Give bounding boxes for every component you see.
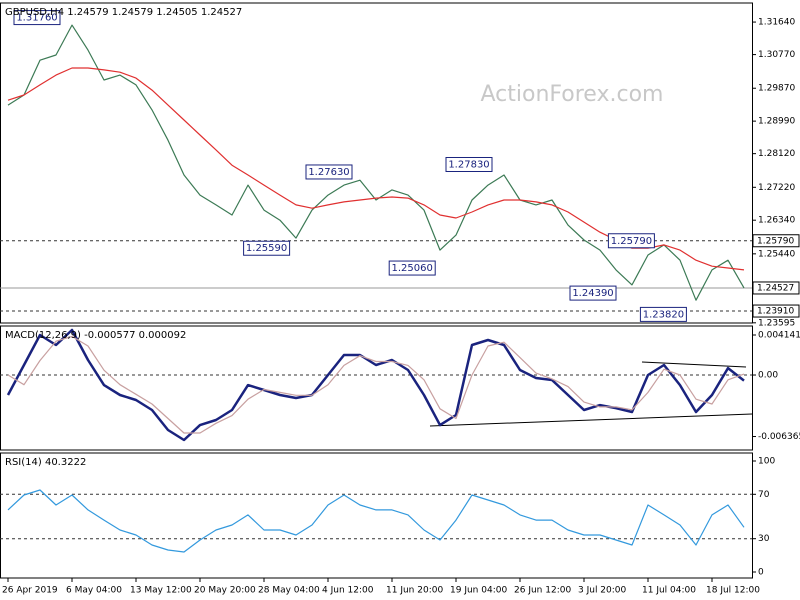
annotation-box [445,156,493,172]
y-tick-label: 1.28120 [758,149,795,159]
level-box [752,234,800,248]
level-label: 1.24527 [757,283,794,293]
x-tick-label: 26 Jun 12:00 [514,586,571,596]
x-tick-label: 3 Jul 20:00 [578,586,627,596]
annotation-box [388,260,436,276]
y-tick-label: -0.006365 [758,432,800,442]
level-label: 1.25790 [757,236,794,246]
level-box [752,281,800,295]
annotation-label: 1.27630 [308,167,349,178]
panel-frame [0,2,753,324]
macd-trendline [641,361,747,368]
y-tick-label: 1.23595 [758,318,795,328]
y-tick-label: 1.27220 [758,183,795,193]
series-line [7,335,745,434]
x-tick-label: 11 Jul 04:00 [642,586,696,596]
annotation-label: 1.25790 [611,236,652,247]
x-tick-label: 28 May 04:00 [258,586,320,596]
annotation-box [607,233,655,249]
annotation-label: 1.24390 [572,288,613,299]
y-tick-label: 30 [758,534,770,544]
y-tick-label: 1.28990 [758,117,795,127]
x-tick-label: 18 Jul 12:00 [706,586,760,596]
x-tick-label: 6 May 04:00 [66,586,122,596]
level-box [752,304,800,318]
panel-title: RSI(14) 40.3222 [5,457,86,468]
panel-title: GBPUSD,H4 1.24579 1.24579 1.24505 1.2452… [5,7,242,18]
y-tick-label: 0.004141 [758,331,800,341]
x-tick-label: 19 Jun 04:00 [450,586,507,596]
series-line [6,328,745,442]
annotation-box [13,10,61,26]
x-tick-label: 4 Jun 12:00 [322,586,374,596]
x-tick-label: 20 May 20:00 [194,586,256,596]
annotation-box [569,285,617,301]
panel-frame [0,325,753,451]
annotation-box [639,306,687,322]
annotation-box [305,164,353,180]
y-tick-label: 1.30770 [758,50,795,60]
y-tick-label: 0.00 [758,371,778,381]
panel-title: MACD(12,26,9) -0.000577 0.000092 [5,330,186,341]
panel-frame [0,452,753,579]
annotation-label: 1.31760 [16,13,57,24]
y-tick-label: 100 [758,456,775,466]
annotation-label: 1.23820 [643,309,684,320]
y-tick-label: 70 [758,490,770,500]
y-tick-label: 0 [758,568,764,578]
x-tick-label: 26 Apr 2019 [2,586,58,596]
x-tick-label: 13 May 12:00 [130,586,192,596]
y-tick-label: 1.31640 [758,18,795,28]
series-line [7,489,745,553]
series-line [7,24,745,301]
x-tick-label: 11 Jun 20:00 [386,586,443,596]
y-tick-label: 1.26340 [758,216,795,226]
watermark: ActionForex.com [481,82,664,107]
y-tick-label: 1.29870 [758,84,795,94]
annotation-label: 1.25590 [246,243,287,254]
y-tick-label: 1.25440 [758,249,795,259]
annotation-box [243,240,291,256]
macd-trendline [429,413,753,427]
annotation-label: 1.25060 [392,263,433,274]
annotation-label: 1.27830 [448,159,489,170]
level-label: 1.23910 [757,307,794,317]
